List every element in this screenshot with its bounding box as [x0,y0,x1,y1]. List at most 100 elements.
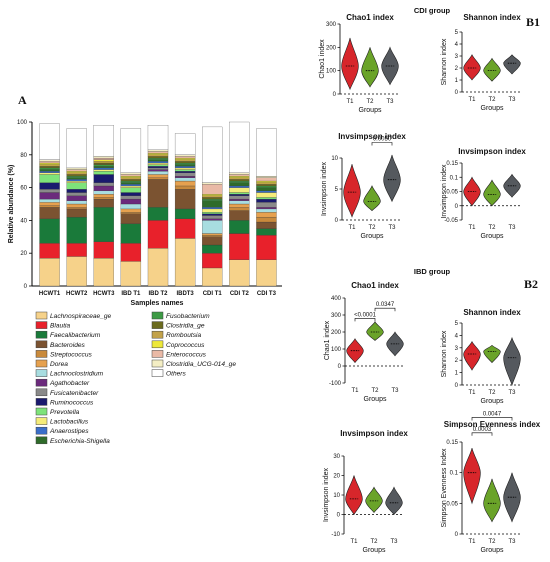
bar-segment [147,162,169,165]
bar-segment [202,200,223,208]
stacked-bar-chart: 0 20 40 60 80 100 Relative abundance (%) Sample… [8,120,282,307]
bar-segment [256,187,277,192]
bar-segment [202,215,223,219]
y-tick-label: 0 [455,383,459,389]
bar-segment [147,125,169,151]
significance-label: 0.0047 [483,411,502,417]
bar-segment [93,257,114,287]
legend-label: Ruminococcus [50,399,94,406]
bar-segment [66,169,87,172]
bar-segment [202,208,223,213]
bar-segment [93,157,114,160]
bar-segment [147,153,169,155]
bar-segment [66,128,87,169]
bar-segment [93,161,114,164]
violin [463,340,481,371]
bar-segment [256,235,277,260]
bar-segment [39,205,60,208]
y-tick-label: 200 [326,45,337,51]
bar-segment [256,192,277,198]
bar-segment [202,197,223,200]
bar-segment [147,177,169,180]
bar-segment [256,221,277,229]
bar-segment [39,161,60,164]
violin [463,448,481,505]
y-tick-label: 0.05 [446,501,458,507]
bar-segment [93,167,114,170]
bar-segment [147,248,169,287]
bar-segment [256,184,277,187]
chart-title: Shannon index [463,13,521,22]
x-axis-label: Samples names [131,300,184,307]
x-tick-label: T2 [370,539,378,545]
bar-segment [174,159,196,162]
legend-label: Clostridia_ge [166,323,205,330]
y-tick-label: 0.1 [450,175,459,181]
legend-label: Fusicatenibacter [50,390,99,397]
bar-segment [39,243,60,259]
significance-bracket [371,142,393,146]
bar-segment [256,175,277,178]
bar-segment [229,233,250,260]
x-tick-label: T1 [348,225,356,231]
legend-swatch [35,378,48,387]
violin-chart-cdi_invs1: Invsimpson index 0 5 10 T1 T2 T3 Groups Invsimps… [321,132,406,240]
panel-label-b1: B1 [526,15,540,29]
bar-segment [39,198,60,203]
legend-label: Streptococcus [50,351,92,358]
bar-segment [120,223,142,244]
legend-label: Clostridia_UCG-014_ge [166,361,236,368]
y-axis-label: Shannon index [441,330,448,377]
violin [483,57,501,82]
bar-segment [39,207,60,219]
bar-segment [229,220,250,234]
bar-segment [147,207,169,221]
bar-segment [93,162,114,165]
bar-segment [229,179,250,182]
y-tick-label: 10 [333,493,340,499]
bar-segment [147,174,169,178]
bar-segment [202,233,223,236]
group-title-ibd: IBD group [414,267,451,276]
y-tick-label: 2 [455,358,459,364]
legend-label: Blautia [50,323,70,330]
significance-label: 0.0003 [473,427,492,433]
bar-segment [256,198,277,203]
legend-label: Anaerostipes [49,428,89,435]
y-tick-label: 10 [331,156,338,162]
legend-swatch [35,388,48,397]
y-tick-label: 3 [455,54,459,60]
x-tick-label: CDI T1 [203,291,223,297]
bar-segment [66,208,87,218]
violin [346,338,364,364]
legend-swatch [35,369,48,377]
bar-segment [66,203,87,208]
bar-segment [93,159,114,162]
x-axis-label: Groups [481,233,504,240]
x-tick-label: IBD T1 [121,291,141,297]
bar-segment [229,210,250,221]
bar-segment [202,235,223,237]
significance-bracket [354,318,376,322]
y-tick-label: 3 [455,346,459,352]
bar-segment [256,207,277,210]
bar-segment [147,154,169,157]
bar-segment [256,128,277,177]
bar-segment [66,171,87,173]
y-tick-label: 0.05 [446,190,458,196]
x-tick-label: HCWT1 [39,291,61,297]
bar-segment [120,212,142,214]
x-tick-label: T3 [386,99,394,105]
bar-segment [93,194,114,198]
bar-segment [147,166,169,169]
x-tick-label: IBDT3 [176,291,194,297]
bar-segment [93,182,114,187]
y-tick-label: 0.1 [450,471,459,477]
violin [463,54,481,81]
bar-segment [202,194,223,196]
bar-segment [202,184,223,195]
y-tick-label: 0.15 [446,161,458,167]
bar-segment [256,182,277,185]
bar-segment [66,256,87,287]
